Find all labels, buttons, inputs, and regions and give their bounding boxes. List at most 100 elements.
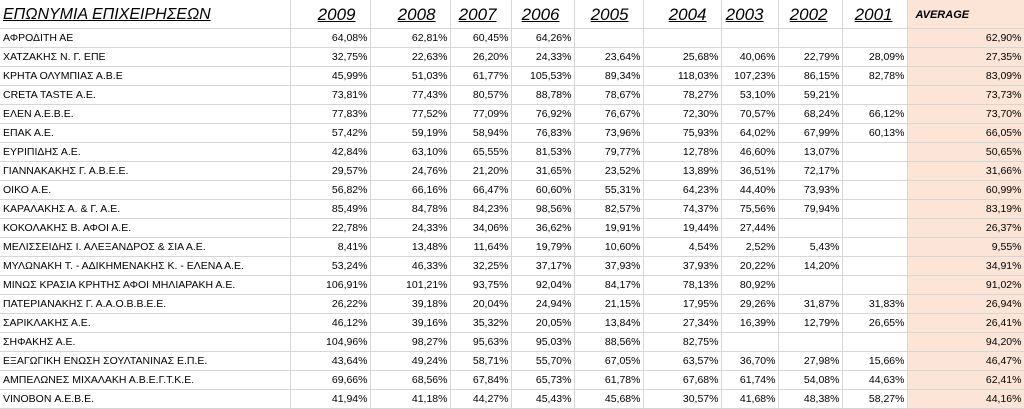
value-cell[interactable]: 70,57%: [721, 104, 779, 124]
value-cell[interactable]: 39,16%: [370, 313, 451, 333]
value-cell[interactable]: 46,60%: [721, 142, 779, 162]
value-cell[interactable]: [842, 199, 908, 219]
value-cell[interactable]: 95,63%: [450, 332, 512, 352]
average-cell[interactable]: 73,70%: [907, 104, 1024, 124]
value-cell[interactable]: 118,03%: [643, 66, 722, 86]
value-cell[interactable]: 76,92%: [511, 104, 575, 124]
value-cell[interactable]: 11,64%: [450, 237, 512, 257]
value-cell[interactable]: [643, 28, 722, 48]
company-name-cell[interactable]: VINOBON Α.Ε.Β.Ε.: [0, 389, 291, 409]
value-cell[interactable]: 89,34%: [574, 66, 644, 86]
value-cell[interactable]: 77,52%: [370, 104, 451, 124]
average-cell[interactable]: 83,09%: [907, 66, 1024, 86]
value-cell[interactable]: 59,21%: [778, 85, 843, 105]
value-cell[interactable]: 20,04%: [450, 294, 512, 314]
value-cell[interactable]: 93,75%: [450, 275, 512, 295]
value-cell[interactable]: 13,89%: [643, 161, 722, 181]
value-cell[interactable]: 35,32%: [450, 313, 512, 333]
value-cell[interactable]: 84,17%: [574, 275, 644, 295]
value-cell[interactable]: 24,94%: [511, 294, 575, 314]
value-cell[interactable]: 53,10%: [721, 85, 779, 105]
company-name-cell[interactable]: ΚΟΚΟΛΑΚΗΣ Β. ΑΦΟΙ Α.Ε.: [0, 218, 291, 238]
value-cell[interactable]: 88,56%: [574, 332, 644, 352]
value-cell[interactable]: 37,93%: [574, 256, 644, 276]
value-cell[interactable]: 46,12%: [290, 313, 371, 333]
value-cell[interactable]: 80,92%: [721, 275, 779, 295]
value-cell[interactable]: 32,75%: [290, 47, 371, 67]
value-cell[interactable]: 84,23%: [450, 199, 512, 219]
value-cell[interactable]: 67,68%: [643, 370, 722, 390]
value-cell[interactable]: 72,30%: [643, 104, 722, 124]
value-cell[interactable]: 77,43%: [370, 85, 451, 105]
value-cell[interactable]: 29,26%: [721, 294, 779, 314]
value-cell[interactable]: 73,81%: [290, 85, 371, 105]
header-year[interactable]: 2005: [574, 0, 644, 29]
value-cell[interactable]: 44,27%: [450, 389, 512, 409]
value-cell[interactable]: 51,03%: [370, 66, 451, 86]
value-cell[interactable]: 15,66%: [842, 351, 908, 371]
value-cell[interactable]: [721, 332, 779, 352]
average-cell[interactable]: 9,55%: [907, 237, 1024, 257]
company-name-cell[interactable]: ΣΗΦΑΚΗΣ Α.Ε.: [0, 332, 291, 352]
value-cell[interactable]: 77,09%: [450, 104, 512, 124]
company-name-cell[interactable]: ΧΑΤΖΑΚΗΣ Ν. Γ. ΕΠΕ: [0, 47, 291, 67]
value-cell[interactable]: 67,84%: [450, 370, 512, 390]
value-cell[interactable]: 36,51%: [721, 161, 779, 181]
value-cell[interactable]: 98,27%: [370, 332, 451, 352]
value-cell[interactable]: 106,91%: [290, 275, 371, 295]
average-cell[interactable]: 26,41%: [907, 313, 1024, 333]
value-cell[interactable]: 65,55%: [450, 142, 512, 162]
average-cell[interactable]: 46,47%: [907, 351, 1024, 371]
value-cell[interactable]: 78,27%: [643, 85, 722, 105]
value-cell[interactable]: [721, 28, 779, 48]
value-cell[interactable]: [842, 237, 908, 257]
value-cell[interactable]: 34,06%: [450, 218, 512, 238]
company-name-cell[interactable]: ΕΛΕΝ Α.Ε.Β.Ε.: [0, 104, 291, 124]
value-cell[interactable]: 79,77%: [574, 142, 644, 162]
value-cell[interactable]: 13,84%: [574, 313, 644, 333]
value-cell[interactable]: 72,17%: [778, 161, 843, 181]
value-cell[interactable]: 41,68%: [721, 389, 779, 409]
value-cell[interactable]: 44,63%: [842, 370, 908, 390]
average-cell[interactable]: 91,02%: [907, 275, 1024, 295]
header-company-name[interactable]: ΕΠΩΝΥΜΙΑ ΕΠΙΧΕΙΡΗΣΕΩΝ: [0, 0, 291, 29]
value-cell[interactable]: 61,78%: [574, 370, 644, 390]
value-cell[interactable]: 104,96%: [290, 332, 371, 352]
value-cell[interactable]: 66,12%: [842, 104, 908, 124]
value-cell[interactable]: 62,81%: [370, 28, 451, 48]
header-year[interactable]: 2004: [643, 0, 722, 29]
value-cell[interactable]: 45,68%: [574, 389, 644, 409]
average-cell[interactable]: 60,99%: [907, 180, 1024, 200]
value-cell[interactable]: 19,44%: [643, 218, 722, 238]
value-cell[interactable]: 12,79%: [778, 313, 843, 333]
value-cell[interactable]: 49,24%: [370, 351, 451, 371]
value-cell[interactable]: 88,78%: [511, 85, 575, 105]
value-cell[interactable]: [842, 218, 908, 238]
company-name-cell[interactable]: ΜΥΛΩΝΑΚΗ Τ. - ΑΔΙΚΗΜΕΝΑΚΗΣ Κ. - ΕΛΕΝΑ Α.…: [0, 256, 291, 276]
value-cell[interactable]: 4,54%: [643, 237, 722, 257]
average-cell[interactable]: 94,20%: [907, 332, 1024, 352]
value-cell[interactable]: [842, 256, 908, 276]
value-cell[interactable]: 80,57%: [450, 85, 512, 105]
company-name-cell[interactable]: ΑΦΡΟΔΙΤΗ ΑΕ: [0, 28, 291, 48]
value-cell[interactable]: 17,95%: [643, 294, 722, 314]
value-cell[interactable]: 23,52%: [574, 161, 644, 181]
value-cell[interactable]: 37,93%: [643, 256, 722, 276]
value-cell[interactable]: [574, 28, 644, 48]
value-cell[interactable]: [842, 275, 908, 295]
value-cell[interactable]: 22,79%: [778, 47, 843, 67]
value-cell[interactable]: 14,20%: [778, 256, 843, 276]
value-cell[interactable]: 67,05%: [574, 351, 644, 371]
value-cell[interactable]: 23,64%: [574, 47, 644, 67]
value-cell[interactable]: 64,02%: [721, 123, 779, 143]
value-cell[interactable]: 16,39%: [721, 313, 779, 333]
company-name-cell[interactable]: ΠΑΤΕΡΙΑΝΑΚΗΣ Γ. Α.Α.Ο.Β.Β.Ε.Ε.: [0, 294, 291, 314]
value-cell[interactable]: 36,70%: [721, 351, 779, 371]
value-cell[interactable]: 68,56%: [370, 370, 451, 390]
value-cell[interactable]: 10,60%: [574, 237, 644, 257]
value-cell[interactable]: 28,09%: [842, 47, 908, 67]
value-cell[interactable]: 13,07%: [778, 142, 843, 162]
company-name-cell[interactable]: ΓΙΑΝΝΑΚΑΚΗΣ Γ. Α.Β.Ε.Ε.: [0, 161, 291, 181]
value-cell[interactable]: [842, 332, 908, 352]
value-cell[interactable]: 84,78%: [370, 199, 451, 219]
